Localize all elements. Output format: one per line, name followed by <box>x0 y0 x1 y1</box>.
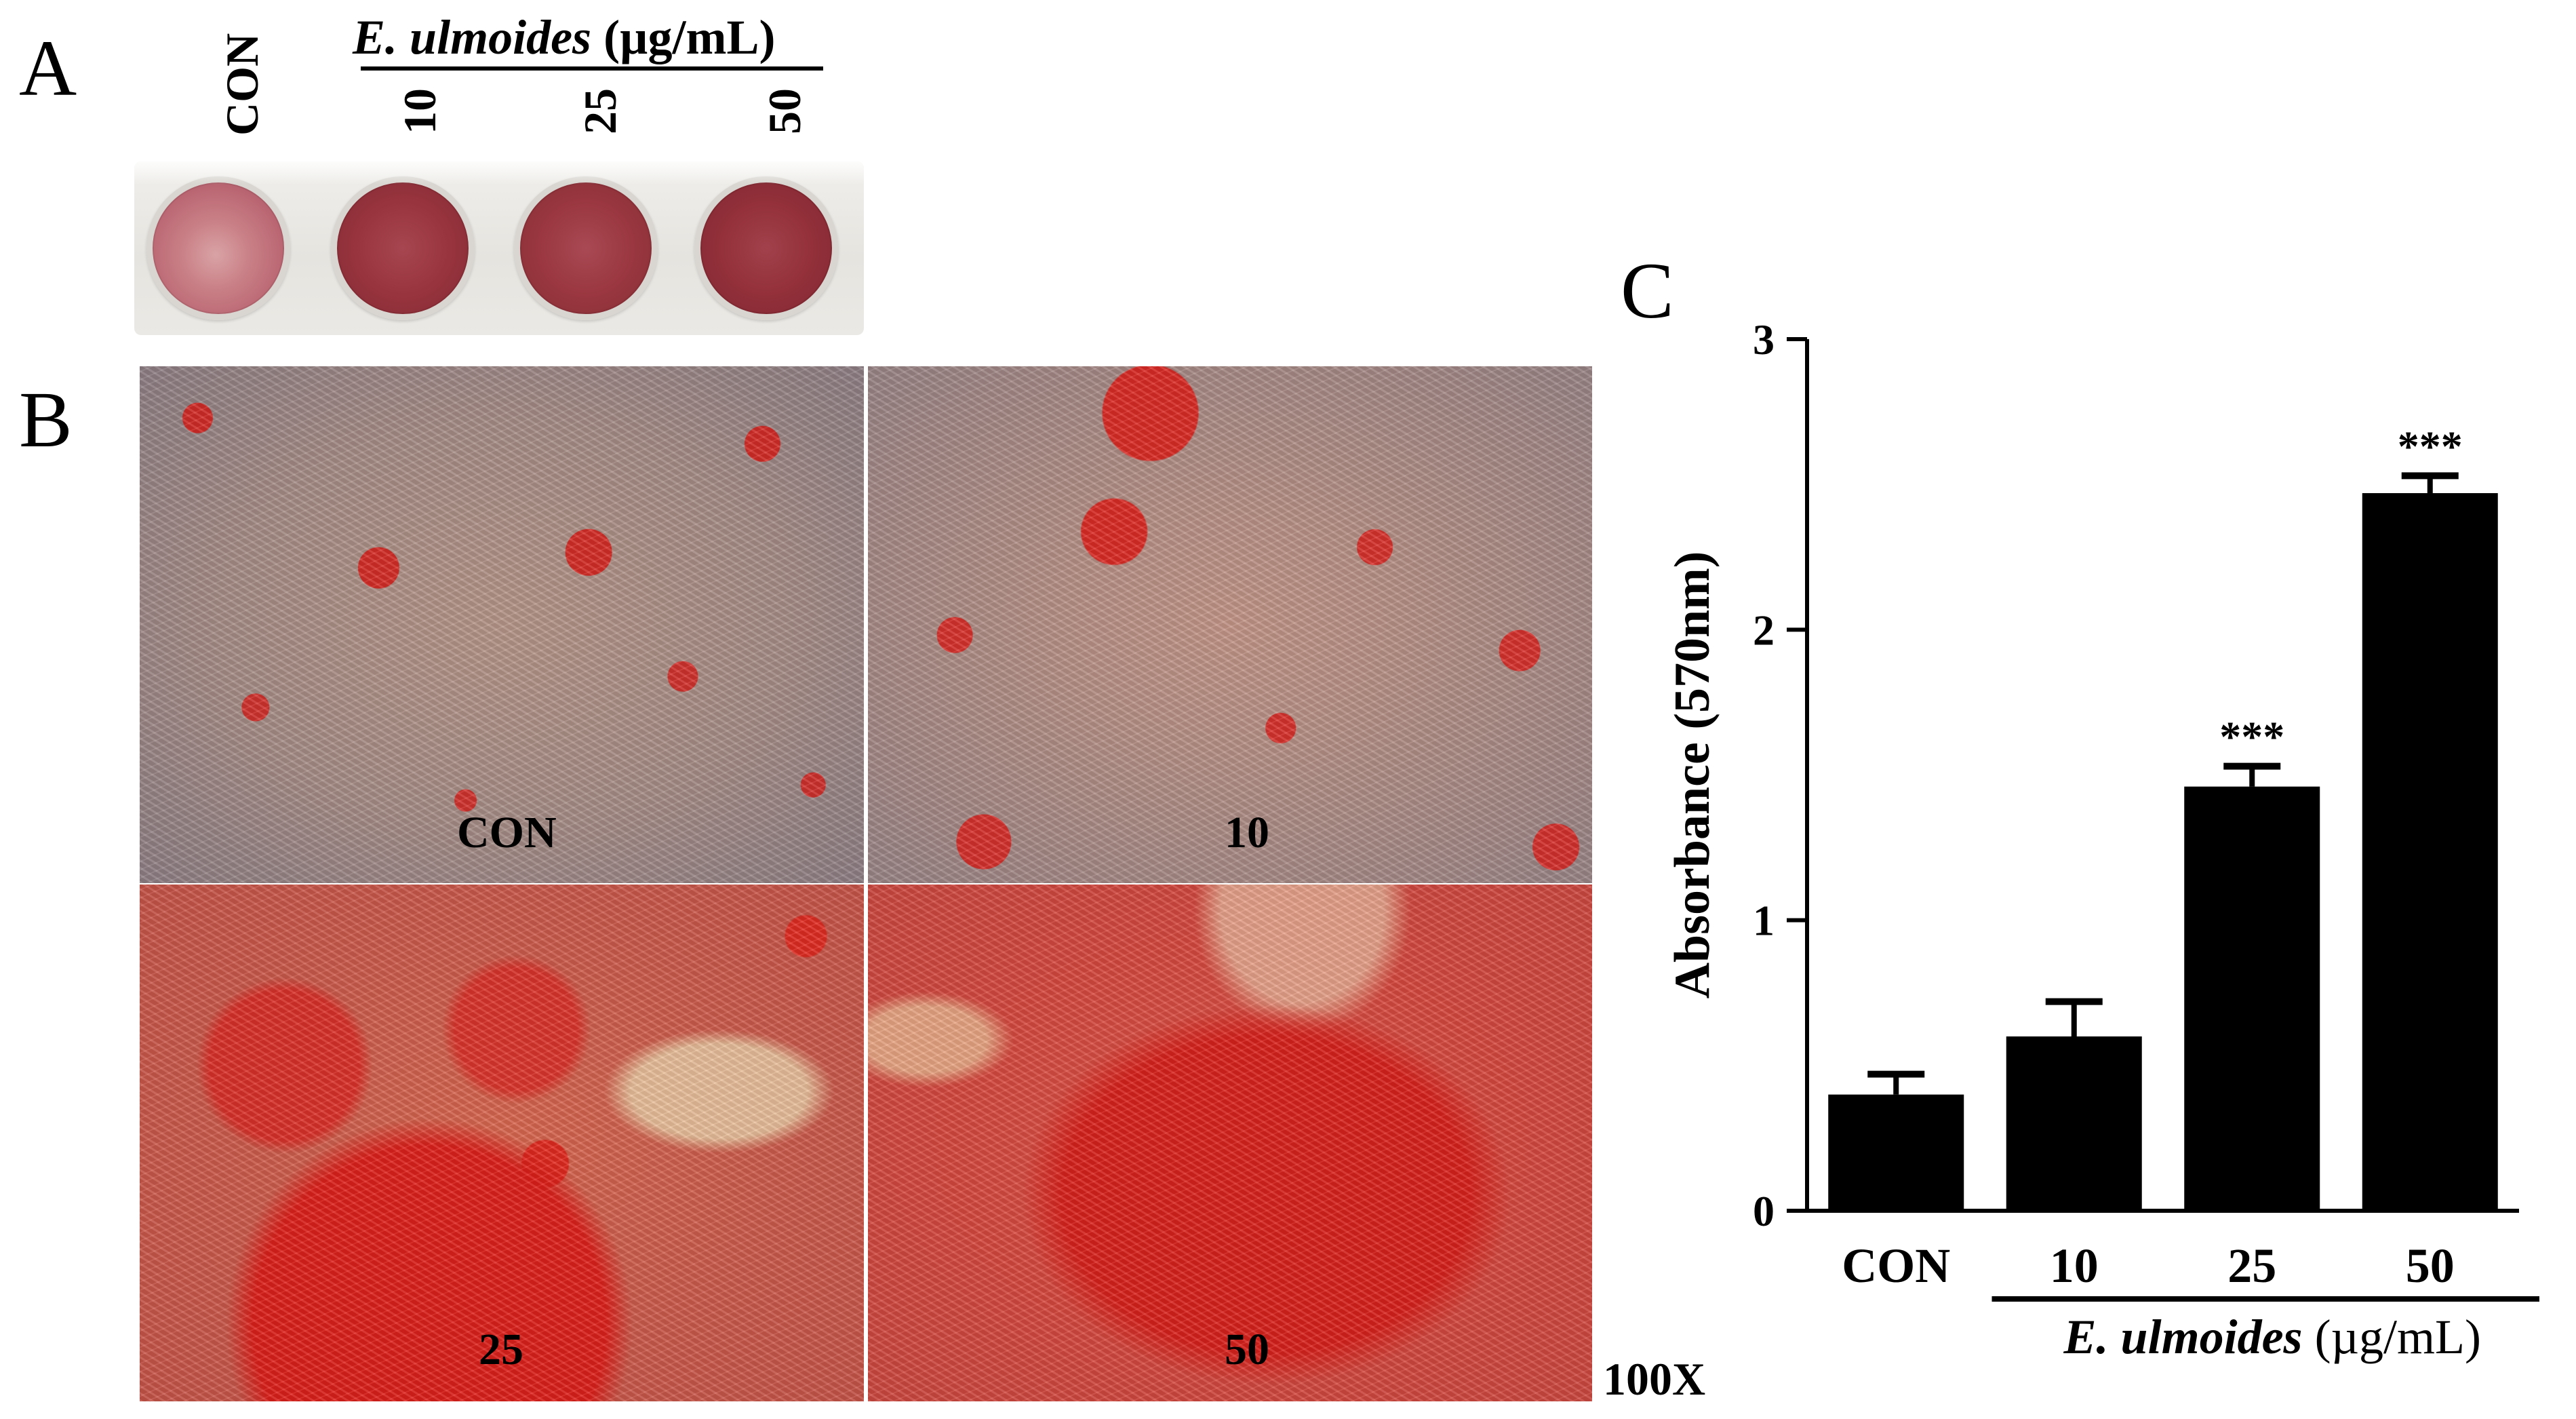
bar-10 <box>2006 1036 2142 1211</box>
y-tick-label: 2 <box>1753 606 1775 654</box>
well-50 <box>694 176 838 320</box>
x-category-label: 25 <box>2227 1239 2276 1293</box>
lane-label-50: 50 <box>759 88 810 134</box>
bar-25 <box>2184 786 2320 1211</box>
absorbance-bar-chart: 0 1 2 3 Absorbance (570nm) CON 10 *** 25 *** 50 E. … <box>1665 315 2539 1364</box>
significance-label: *** <box>2219 713 2284 761</box>
cell-texture <box>140 885 864 1401</box>
lane-label-con: CON <box>216 33 268 136</box>
lane-label-25: 25 <box>574 88 626 134</box>
x-category-label: 50 <box>2406 1239 2455 1293</box>
panel-label-a: A <box>19 24 77 113</box>
well-10 <box>331 176 475 320</box>
x-group-label: E. ulmoides (µg/mL) <box>2063 1310 2482 1364</box>
micrograph-10: 10 <box>867 365 1593 885</box>
well-25 <box>514 176 658 320</box>
micrograph-label-10: 10 <box>1225 808 1269 857</box>
micrograph-label-con: CON <box>457 808 557 857</box>
x-category-label: 10 <box>2050 1239 2099 1293</box>
bar-50 <box>2362 493 2498 1211</box>
micrograph-label-25: 25 <box>479 1325 523 1374</box>
micrograph-25: 25 <box>138 883 865 1403</box>
micrograph-label-50: 50 <box>1225 1325 1269 1374</box>
panel-a-header-rule <box>361 66 823 71</box>
well-plate-photo <box>134 161 864 335</box>
y-tick-label: 0 <box>1753 1187 1775 1235</box>
panel-label-b: B <box>19 375 73 464</box>
lane-label-10: 10 <box>394 88 445 134</box>
cell-texture <box>140 366 864 883</box>
micrograph-con: CON <box>138 365 865 885</box>
panel-a-species: E. ulmoides <box>353 10 592 64</box>
micrograph-50: 50 <box>867 883 1593 1403</box>
panel-a-unit: (µg/mL) <box>591 10 776 64</box>
y-tick-label: 3 <box>1753 315 1775 364</box>
cell-texture <box>868 885 1592 1401</box>
significance-label: *** <box>2398 422 2463 470</box>
x-category-label: CON <box>1842 1239 1950 1293</box>
chart-bars <box>1828 472 2498 1211</box>
well-con <box>146 176 290 320</box>
y-tick-label: 1 <box>1753 897 1775 945</box>
chart-labels: 0 1 2 3 Absorbance (570nm) CON 10 *** 25 *** 50 E. … <box>1665 315 2481 1364</box>
bar-CON <box>1828 1094 1964 1211</box>
cell-texture <box>868 366 1592 883</box>
x-group-species: E. ulmoides <box>2063 1310 2303 1364</box>
magnification-label: 100X <box>1603 1353 1706 1405</box>
y-axis-title: Absorbance (570nm) <box>1665 551 1720 999</box>
panel-a-header: E. ulmoides (µg/mL) <box>353 9 776 66</box>
x-group-unit: (µg/mL) <box>2303 1310 2481 1364</box>
panel-label-c: C <box>1621 246 1674 335</box>
